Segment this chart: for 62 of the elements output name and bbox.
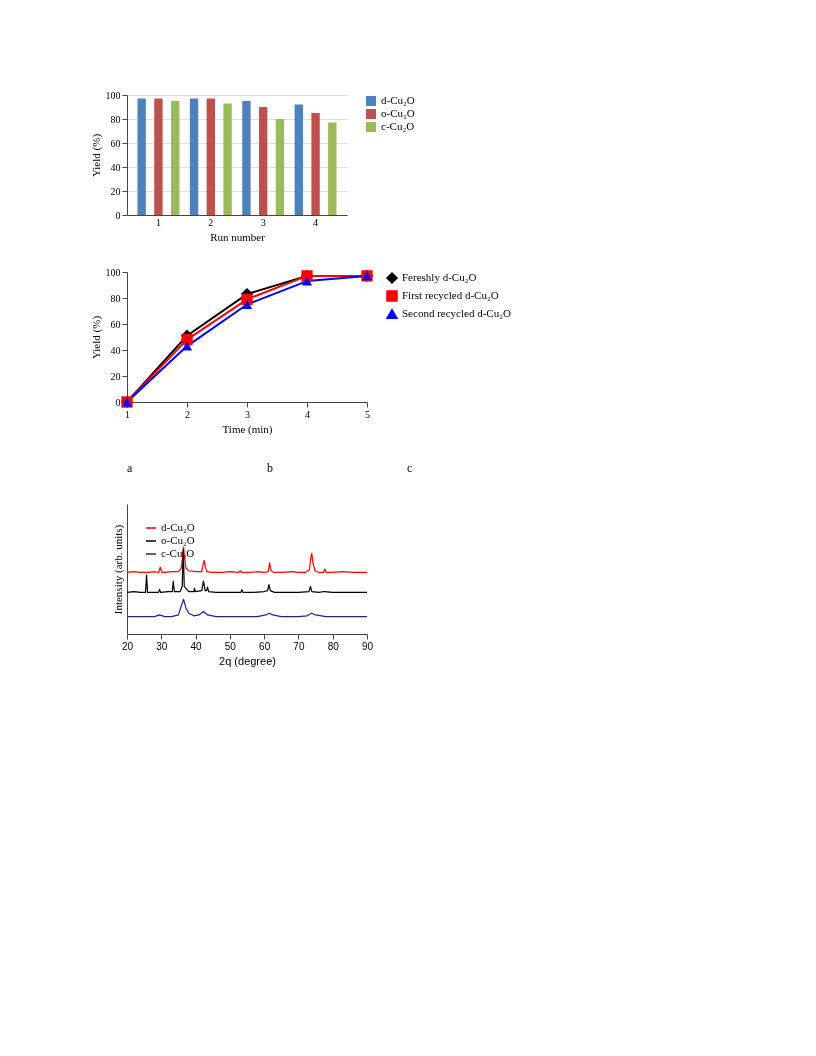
x-tick-label: 3 bbox=[245, 408, 250, 420]
bar bbox=[223, 103, 232, 215]
y-axis-title: Yield (%) bbox=[89, 133, 103, 178]
x-tick-label: 1 bbox=[155, 216, 161, 228]
legend-label: c-Cu₂O bbox=[381, 120, 415, 132]
x-tick-label: 4 bbox=[305, 408, 310, 420]
bar bbox=[154, 98, 163, 215]
y-tick-label: 0 bbox=[115, 209, 121, 221]
y-tick-label: 100 bbox=[105, 89, 121, 101]
text: b bbox=[267, 461, 273, 475]
bar bbox=[171, 101, 180, 215]
y-tick-label: 20 bbox=[110, 370, 121, 382]
y-tick-label: 40 bbox=[110, 161, 121, 173]
x-tick-label: 30 bbox=[156, 640, 168, 652]
point bbox=[181, 341, 193, 351]
x-tick-label: 1 bbox=[125, 408, 130, 420]
x-tick-label: 2 bbox=[185, 408, 190, 420]
x-axis-title: Time (min) bbox=[222, 422, 273, 436]
point bbox=[181, 333, 193, 346]
x-tick-label: 50 bbox=[224, 640, 237, 652]
y-tick-label: 20 bbox=[110, 185, 121, 197]
legend-label: o-Cu₂O bbox=[161, 534, 195, 546]
y-tick-label: 0 bbox=[115, 396, 121, 408]
legend-label: o-Cu₂O bbox=[381, 107, 415, 119]
bar bbox=[275, 119, 285, 215]
y-axis-title: Yield (%) bbox=[89, 315, 103, 360]
point bbox=[301, 276, 313, 286]
legend-label: d-Cu₂O bbox=[161, 521, 195, 533]
bar bbox=[311, 113, 320, 215]
x-tick-label: 4 bbox=[313, 216, 319, 228]
x-tick-label: 2 bbox=[208, 216, 214, 228]
x-tick-label: 80 bbox=[327, 640, 340, 652]
y-tick-label: 80 bbox=[110, 292, 121, 304]
point bbox=[241, 293, 253, 305]
text: a bbox=[127, 461, 133, 475]
x-tick-label: 60 bbox=[259, 640, 271, 652]
y-axis-title: Intensity (arb. units) bbox=[111, 524, 125, 615]
y-tick-label: 80 bbox=[110, 113, 121, 125]
legend-label: First recycled d-Cu₂O bbox=[402, 289, 499, 301]
y-tick-label: 100 bbox=[105, 266, 121, 278]
x-axis-title: Run number bbox=[210, 230, 266, 243]
x-tick-label: 40 bbox=[190, 640, 203, 652]
bar bbox=[328, 122, 337, 215]
x-tick-label: 5 bbox=[365, 408, 370, 420]
y-tick-label: 40 bbox=[110, 344, 121, 356]
bar bbox=[206, 98, 215, 215]
legend-label: Fereshly d-Cu₂O bbox=[402, 271, 477, 283]
x-axis-title: 2q (degree) bbox=[219, 654, 276, 667]
legend-label: Second recycled d-Cu₂O bbox=[402, 307, 511, 319]
bar bbox=[137, 98, 146, 215]
bar bbox=[259, 107, 268, 215]
legend-label: d-Cu₂O bbox=[381, 94, 415, 106]
point bbox=[241, 300, 253, 309]
y-tick-label: 60 bbox=[110, 318, 121, 330]
x-tick-label: 90 bbox=[361, 640, 374, 652]
text: c bbox=[407, 461, 413, 475]
x-tick-label: 3 bbox=[260, 216, 266, 228]
bar bbox=[189, 98, 199, 215]
x-tick-label: 70 bbox=[293, 640, 305, 652]
y-tick-label: 60 bbox=[110, 137, 121, 149]
bar bbox=[294, 104, 303, 215]
bar bbox=[242, 101, 251, 215]
